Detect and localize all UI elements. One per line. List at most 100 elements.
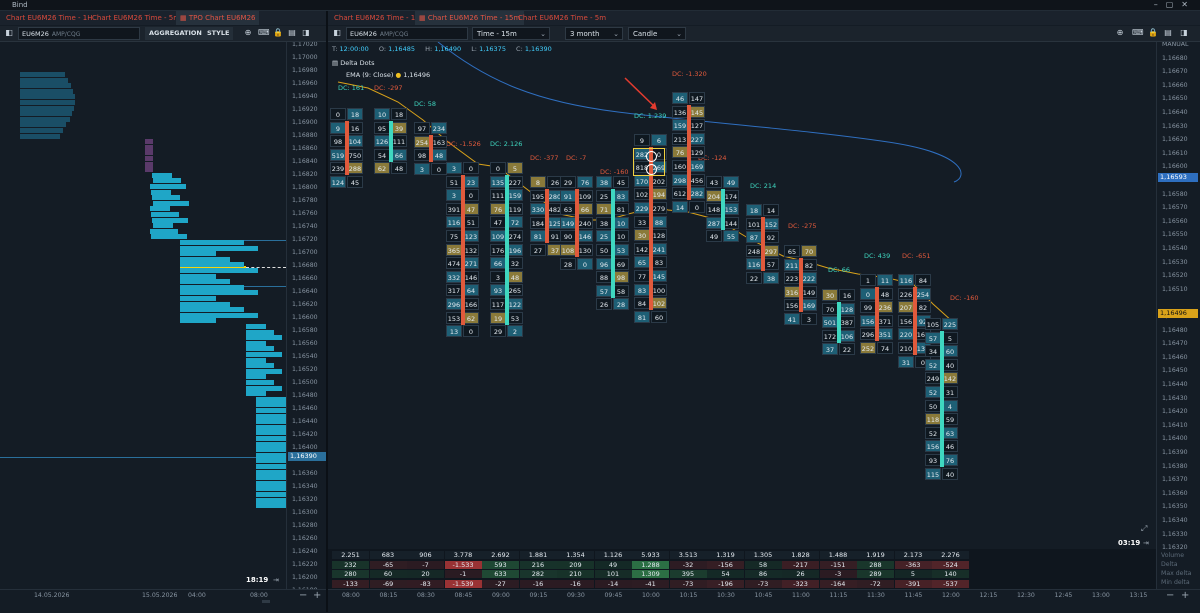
scroll-to-end-icon[interactable]: ⇥	[273, 576, 279, 584]
stat-cell: -217	[782, 560, 819, 569]
keyboard-icon[interactable]: ⌨	[258, 28, 270, 37]
right-price-axis[interactable]: MANUAL 1,16680 1,16670 1,16660 1,16650 1,1664…	[1156, 42, 1200, 549]
tab-chart-5m-right[interactable]: Chart EU6M26 Time - 5m	[518, 14, 607, 22]
price-label: 1,16640	[292, 288, 318, 295]
time-label: 12:45	[1054, 592, 1073, 599]
zoom-out-icon[interactable]: −	[299, 590, 308, 601]
time-label: 08:00	[250, 592, 268, 599]
symbol-selector[interactable]: EU6M26 AMP/CQG	[18, 27, 140, 40]
tpo-chart-area[interactable]	[0, 42, 286, 589]
footprint-cell: 93	[925, 454, 941, 466]
footprint-cell: 220	[898, 328, 914, 341]
stat-cell: -73	[744, 579, 782, 588]
footprint-cell: 84	[634, 297, 650, 310]
pane-divider[interactable]	[326, 11, 328, 612]
price-label: 1,16450	[1162, 367, 1188, 375]
zoom-in-icon[interactable]: +	[1181, 590, 1190, 601]
ema-indicator[interactable]: EMA (9: Close) ● 1,16496	[346, 71, 431, 79]
left-price-axis[interactable]: 1,17020 1,17000 1,16980 1,16960 1,16940 1,169…	[286, 42, 327, 589]
symbol-selector[interactable]: EU6M26 AMP/CQG	[346, 27, 468, 40]
tab-chart-1h[interactable]: Chart EU6M26 Time - 1H	[6, 14, 93, 22]
window-icon[interactable]: ◨	[302, 28, 310, 37]
footprint-cell: 142	[942, 372, 958, 385]
footprint-cell: 109	[490, 230, 506, 242]
footprint-cell: 25	[596, 230, 612, 243]
footprint-cell: 116	[898, 274, 914, 286]
tpo-bar	[246, 329, 274, 335]
footprint-cell: 34	[925, 345, 941, 358]
tab-tpo-chart[interactable]: ▦ TPO Chart EU6M26	[176, 11, 260, 25]
footprint-cell: 124	[330, 176, 346, 188]
layout-icon[interactable]: ▤	[1164, 28, 1172, 37]
window-controls[interactable]: –▢✕	[1153, 0, 1196, 9]
footprint-cell: 612	[672, 187, 688, 200]
auto-scale-icon[interactable]: ⤢	[1141, 524, 1148, 533]
range-select[interactable]: 3 month ⌄	[565, 27, 623, 40]
layout-icon[interactable]: ▤	[288, 28, 296, 37]
footprint-cell: 234	[431, 122, 447, 134]
price-label: 1,17020	[292, 42, 318, 48]
footprint-cell: 76	[672, 146, 688, 159]
zoom-out-icon[interactable]: −	[1166, 590, 1175, 601]
tpo-bar	[153, 223, 173, 229]
style-button[interactable]: STYLE	[203, 27, 234, 40]
aggregation-button[interactable]: AGGREGATION	[145, 27, 206, 40]
chart-type-select[interactable]: Candle ⌄	[628, 27, 686, 40]
footprint-cell: 32	[507, 257, 523, 270]
time-label: 08:15	[379, 592, 398, 599]
panel-toggle-icon[interactable]: ◧	[333, 28, 341, 37]
zoom-in-icon[interactable]: +	[313, 590, 322, 601]
tpo-bar	[20, 83, 71, 89]
delta-label: DC: -7	[566, 154, 587, 162]
footprint-cell: 13	[446, 325, 462, 338]
footprint-cell: 252	[860, 342, 876, 354]
crosshair-icon[interactable]: ⊕	[1116, 28, 1124, 37]
footprint-cell: 98	[330, 135, 346, 148]
footprint-cell: 45	[613, 176, 629, 188]
ema-price-marker: 1,16593	[1158, 173, 1198, 182]
crosshair-icon[interactable]: ⊕	[244, 28, 252, 37]
footprint-cell: 76	[942, 454, 958, 466]
footprint-cell: 98	[414, 149, 430, 162]
footprint-cell: 115	[925, 467, 941, 480]
tab-chart-1h-right[interactable]: Chart EU6M26 Time - 1H	[334, 14, 421, 22]
footprint-cell: 519	[330, 148, 346, 161]
scroll-to-end-icon[interactable]: ⇥	[1143, 539, 1149, 547]
footprint-chart-area[interactable]: T: 12:00:00 O: 1,16485 H: 1,16490 L: 1,1…	[328, 42, 1156, 549]
keyboard-icon[interactable]: ⌨	[1132, 28, 1144, 37]
scrollbar[interactable]	[262, 600, 270, 603]
stat-cell: 906	[407, 551, 444, 559]
panel-toggle-icon[interactable]: ◧	[5, 28, 13, 37]
footprint-cell: 9	[634, 134, 650, 146]
tab-chart-15m-right[interactable]: ▦ Chart EU6M26 Time - 15m	[415, 11, 525, 25]
lock-icon[interactable]: 🔒	[273, 28, 283, 37]
footprint-cell: 23	[463, 175, 479, 188]
delta-dots-indicator[interactable]: ▤ Delta Dots	[332, 59, 375, 67]
tab-chart-5m[interactable]: Chart EU6M26 Time - 5m	[92, 14, 181, 22]
timeframe-select[interactable]: Time - 15m ⌄	[472, 27, 550, 40]
app-title: Bind	[12, 1, 28, 9]
price-label: 1,16580	[292, 327, 318, 334]
footprint-cell: 226	[898, 287, 914, 300]
footprint-cell: 146	[577, 230, 593, 243]
footprint-cell: 194	[651, 188, 667, 201]
footprint-cell: 108	[560, 244, 576, 256]
window-icon[interactable]: ◨	[1180, 28, 1188, 37]
footprint-cell: 16	[839, 289, 855, 301]
footprint-cell: 96	[596, 257, 612, 270]
footprint-cell: 174	[723, 189, 739, 202]
delta-label: DC: -124	[698, 154, 727, 162]
tpo-bar	[180, 251, 216, 257]
footprint-cell: 57	[596, 284, 612, 297]
lock-icon[interactable]: 🔒	[1148, 28, 1158, 37]
price-label: 1,16460	[1162, 353, 1188, 361]
footprint-cell: 91	[560, 189, 576, 202]
stat-cell: -151	[819, 560, 857, 569]
tpo-bar	[151, 189, 171, 195]
footprint-cell: 371	[877, 314, 893, 327]
footprint-cell: 170	[634, 174, 650, 187]
footprint-cell: 126	[374, 135, 390, 148]
footprint-cell: 149	[801, 285, 817, 298]
footprint-cell: 60	[651, 310, 667, 323]
tpo-bar	[246, 352, 282, 357]
